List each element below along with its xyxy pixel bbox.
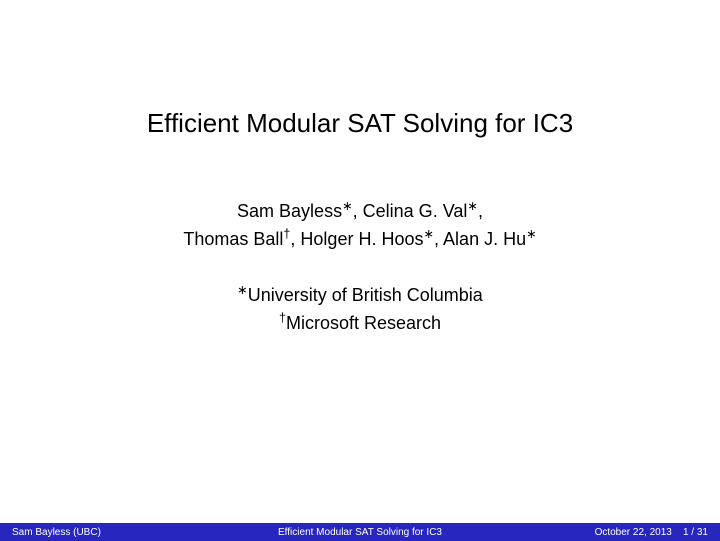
affiliation-text: University of British Columbia <box>248 285 483 305</box>
affiliation-text: Microsoft Research <box>286 313 441 333</box>
star-icon: ∗ <box>526 227 537 241</box>
affiliations-block: ∗University of British Columbia †Microso… <box>0 281 720 337</box>
author-name: Sam Bayless <box>237 201 342 221</box>
footer-title: Efficient Modular SAT Solving for IC3 <box>216 527 504 538</box>
dagger-icon: † <box>283 227 290 241</box>
affiliation-line: ∗University of British Columbia <box>0 281 720 309</box>
slide-content: Efficient Modular SAT Solving for IC3 Sa… <box>0 0 720 337</box>
author-name: Thomas Ball <box>183 229 283 249</box>
authors-line-2: Thomas Ball†, Holger H. Hoos∗, Alan J. H… <box>0 225 720 253</box>
star-icon: ∗ <box>467 199 478 213</box>
author-name: Holger H. Hoos <box>300 229 423 249</box>
footer-author: Sam Bayless (UBC) <box>0 527 216 538</box>
dagger-icon: † <box>279 311 286 325</box>
author-name: Celina G. Val <box>363 201 468 221</box>
footer-bar: Sam Bayless (UBC) Efficient Modular SAT … <box>0 523 720 541</box>
footer-page: 1 / 31 <box>683 527 708 538</box>
authors-line-1: Sam Bayless∗, Celina G. Val∗, <box>0 197 720 225</box>
footer-date: October 22, 2013 <box>595 527 672 538</box>
slide: Efficient Modular SAT Solving for IC3 Sa… <box>0 0 720 541</box>
author-name: Alan J. Hu <box>443 229 526 249</box>
star-icon: ∗ <box>237 283 248 297</box>
authors-block: Sam Bayless∗, Celina G. Val∗, Thomas Bal… <box>0 197 720 253</box>
slide-title: Efficient Modular SAT Solving for IC3 <box>0 108 720 139</box>
footer-right: October 22, 2013 1 / 31 <box>504 527 720 538</box>
star-icon: ∗ <box>423 227 434 241</box>
star-icon: ∗ <box>342 199 353 213</box>
affiliation-line: †Microsoft Research <box>0 309 720 337</box>
